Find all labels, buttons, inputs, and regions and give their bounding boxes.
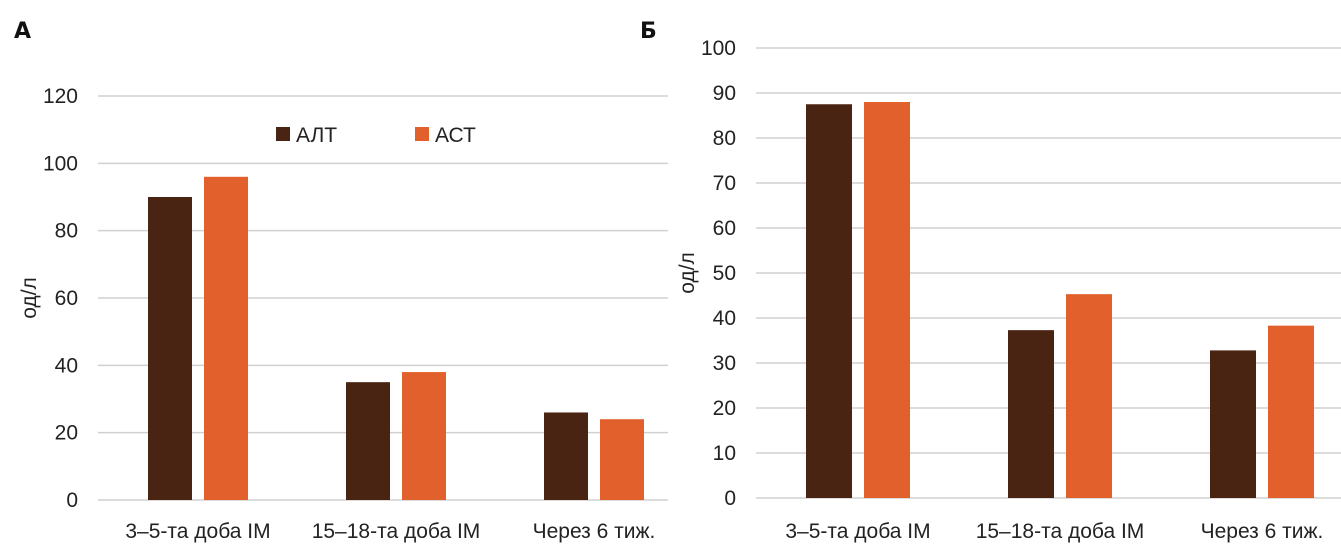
y-tick-label: 100 [701, 37, 736, 60]
y-axis-label-b: од/л [676, 252, 699, 294]
y-tick-label: 10 [713, 442, 736, 465]
x-category-label: Через 6 тиж. [1201, 520, 1324, 543]
bar-alt [806, 104, 852, 498]
y-axis-label-a: од/л [18, 277, 41, 319]
panel-label-a: А [14, 19, 31, 44]
x-category-label: 3–5-та доба ІМ [125, 520, 270, 543]
legend-swatch-alt [276, 127, 290, 141]
panel-label-b: Б [640, 19, 657, 44]
chart-a: А од/л 0 20 40 60 80 100 120 3–5-та доба ІМ 15–… [14, 19, 668, 543]
bar-ast [600, 419, 644, 500]
bar-ast [1066, 294, 1112, 498]
x-category-label: Через 6 тиж. [533, 520, 656, 543]
y-tick-label: 0 [66, 489, 78, 512]
x-category-label: 3–5-та доба ІМ [785, 520, 930, 543]
grid-a: 0 20 40 60 80 100 120 [43, 85, 668, 512]
x-category-label: 15–18-та доба ІМ [976, 520, 1145, 543]
y-tick-label: 20 [713, 397, 736, 420]
y-tick-label: 50 [713, 262, 736, 285]
y-tick-label: 60 [713, 217, 736, 240]
category-labels-a: 3–5-та доба ІМ 15–18-та доба ІМ Через 6 ти… [125, 520, 655, 543]
category-labels-b: 3–5-та доба ІМ 15–18-та доба ІМ Через 6 ти… [785, 520, 1323, 543]
bars-b [806, 102, 1314, 498]
y-tick-label: 80 [713, 127, 736, 150]
bar-alt [544, 412, 588, 500]
legend-label-ast: АСТ [435, 124, 476, 147]
y-tick-label: 120 [43, 85, 78, 108]
legend: АЛТ АСТ [276, 124, 476, 147]
y-tick-label: 20 [55, 422, 78, 445]
y-tick-label: 90 [713, 82, 736, 105]
bar-alt [1008, 330, 1054, 498]
bar-ast [402, 372, 446, 500]
y-tick-label: 70 [713, 172, 736, 195]
bar-ast [1268, 325, 1314, 498]
y-tick-label: 60 [55, 287, 78, 310]
bar-ast [864, 102, 910, 498]
y-tick-label: 30 [713, 352, 736, 375]
legend-swatch-ast [415, 127, 429, 141]
y-tick-label: 40 [55, 354, 78, 377]
bar-alt [148, 197, 192, 500]
y-tick-label: 80 [55, 220, 78, 243]
chart-b: Б од/л 0 10 20 30 40 50 60 70 80 90 100 3–5-та доб… [640, 19, 1341, 543]
bar-alt [1210, 350, 1256, 498]
bar-alt [346, 382, 390, 500]
legend-label-alt: АЛТ [296, 124, 337, 147]
bar-ast [204, 176, 248, 501]
y-tick-label: 100 [43, 152, 78, 175]
y-tick-label: 40 [713, 307, 736, 330]
y-tick-label: 0 [724, 487, 736, 510]
x-category-label: 15–18-та доба ІМ [312, 520, 481, 543]
bars-a [148, 176, 644, 501]
